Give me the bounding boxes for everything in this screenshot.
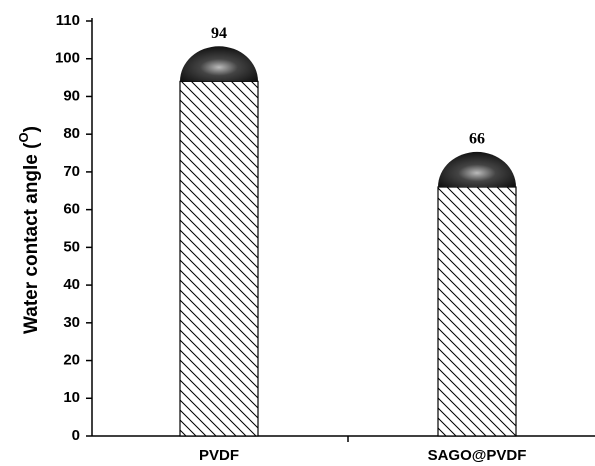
y-tick-label: 100	[55, 50, 80, 67]
y-tick-label: 60	[63, 201, 80, 218]
droplet	[438, 151, 516, 187]
y-tick-label: 0	[72, 427, 80, 444]
y-tick-label: 10	[63, 389, 80, 406]
y-tick-label: 30	[63, 314, 80, 331]
y-tick-label: 20	[63, 352, 80, 369]
y-tick-label: 110	[56, 12, 80, 29]
y-tick-label: 50	[63, 238, 80, 255]
bar	[437, 186, 517, 437]
y-tick-label: 40	[63, 276, 80, 293]
value-label: 66	[469, 131, 485, 148]
droplet	[180, 46, 258, 82]
value-label: 94	[211, 25, 227, 42]
x-tick-label: PVDF	[199, 447, 239, 464]
bar	[179, 80, 259, 437]
x-tick-label: SAGO@PVDF	[428, 447, 527, 464]
y-tick-label: 70	[63, 163, 80, 180]
y-tick-label: 80	[63, 125, 80, 142]
y-tick-label: 90	[63, 87, 80, 104]
y-axis-title: Water contact angle (O)	[16, 126, 42, 334]
